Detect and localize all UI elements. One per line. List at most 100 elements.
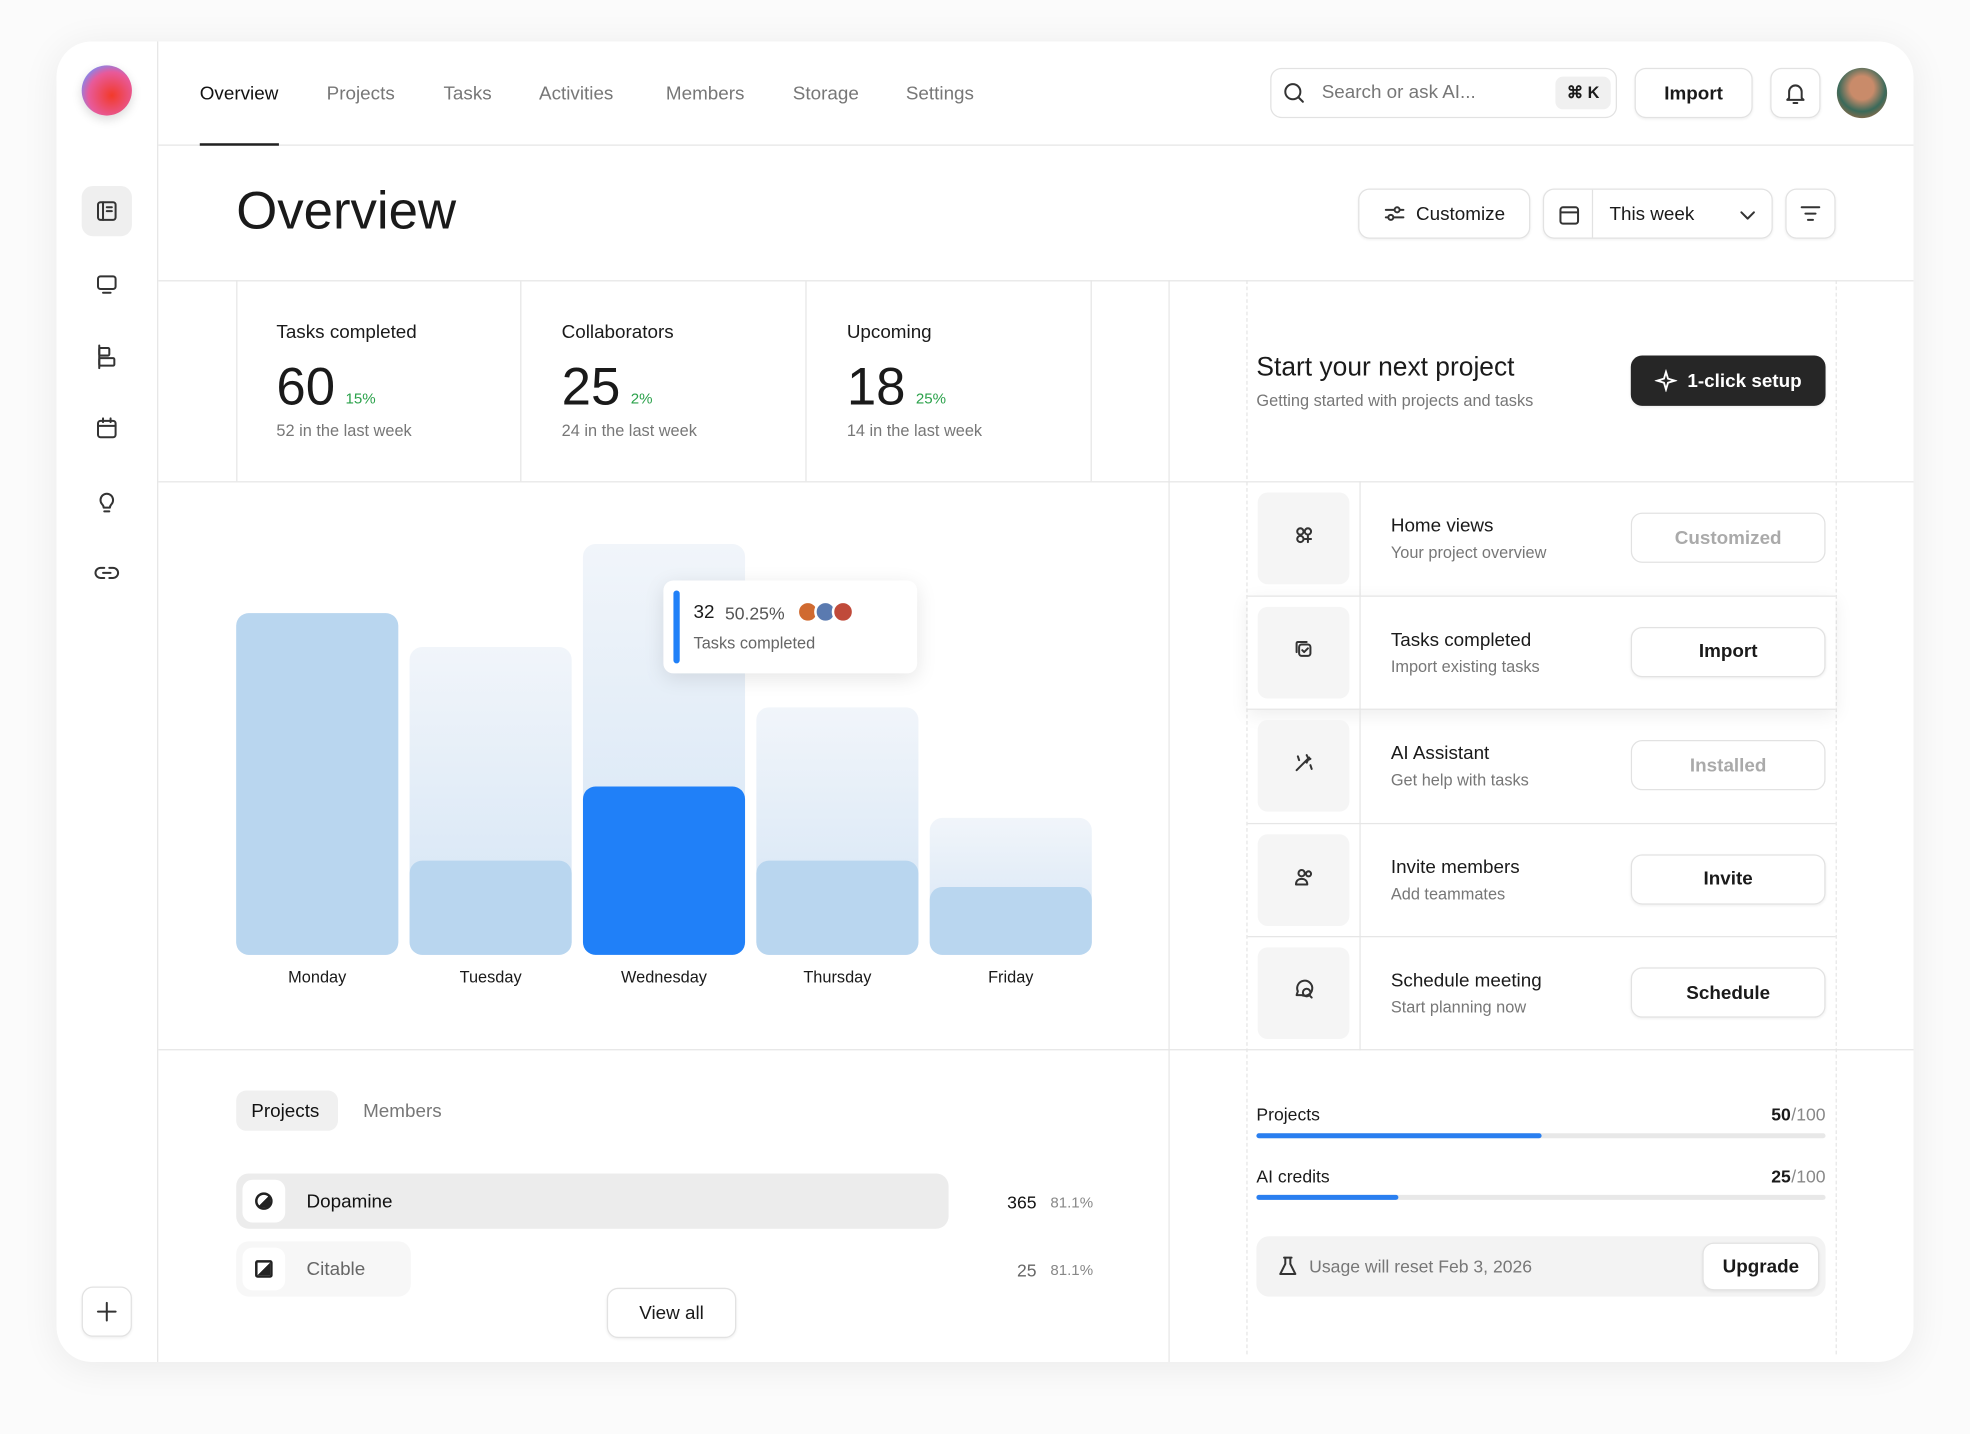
project-name: Citable: [306, 1258, 366, 1281]
section-divider: [158, 280, 1914, 282]
stat-value: 60: [276, 356, 336, 416]
nav-tab[interactable]: Projects: [326, 82, 395, 105]
stat-label: Collaborators: [561, 321, 674, 343]
tab-pill: [236, 1090, 338, 1131]
item-title: Invite members: [1390, 856, 1520, 878]
search-shortcut: ⌘ K: [1555, 76, 1611, 110]
value-bar[interactable]: [236, 612, 399, 955]
icon-graphic: [1295, 527, 1312, 544]
item-icon: [1257, 606, 1350, 698]
nav-tab[interactable]: Overview: [199, 82, 279, 105]
icon: [1292, 751, 1315, 780]
item-subtitle: Add teammates: [1390, 883, 1506, 903]
stat-label: Upcoming: [846, 321, 932, 343]
stat-note: 14 in the last week: [846, 420, 983, 440]
item-action: Installed: [1630, 740, 1826, 791]
item-action[interactable]: Invite: [1630, 853, 1826, 904]
item-title: Tasks completed: [1390, 628, 1532, 651]
icon-column-divider: [1359, 822, 1361, 937]
row-divider: [1247, 594, 1836, 597]
usage-limit: /100: [1791, 1104, 1826, 1125]
nav-tab[interactable]: Settings: [905, 82, 974, 105]
icon-column-divider: [1359, 594, 1361, 710]
project-icon: [242, 1179, 286, 1223]
avatar[interactable]: [1836, 67, 1888, 119]
search-box[interactable]: [1270, 67, 1617, 119]
stat-label: Tasks completed: [276, 321, 417, 343]
setup-title: Start your next project: [1256, 353, 1515, 382]
value-bar[interactable]: [756, 860, 919, 955]
category-label: Thursday: [803, 967, 872, 987]
row-divider: [1247, 708, 1836, 710]
search-icon: [1284, 83, 1304, 103]
item-action[interactable]: Schedule: [1630, 967, 1826, 1018]
project-share: 81.1%: [1050, 1261, 1094, 1280]
row-divider: [1247, 936, 1836, 938]
icon: [1292, 524, 1315, 553]
chevron-icon: [1740, 211, 1755, 220]
project-count: 25: [1016, 1260, 1037, 1281]
value-bar[interactable]: [409, 860, 572, 955]
icon-graphic: [1294, 640, 1311, 657]
section-divider: [158, 1049, 1914, 1051]
sliders-icon: [1384, 206, 1405, 221]
notifications-button[interactable]: [1770, 67, 1821, 119]
value-bar[interactable]: [929, 886, 1092, 955]
sidebar-divider: [157, 41, 159, 1362]
view-all-button[interactable]: View all: [606, 1287, 737, 1339]
stat-change: 25%: [915, 389, 947, 408]
add-button[interactable]: [81, 1286, 132, 1337]
row-divider: [1247, 822, 1836, 824]
reset-note: Usage will reset Feb 3, 2026: [1309, 1256, 1533, 1277]
icon-graphic: [1294, 868, 1312, 885]
item-icon: [1257, 947, 1350, 1040]
date-range-button[interactable]: This week: [1542, 188, 1773, 239]
stat-note: 52 in the last week: [276, 420, 412, 440]
stat-change: 2%: [630, 389, 653, 408]
item-action[interactable]: Import: [1630, 626, 1826, 677]
tooltip-avatar: [831, 600, 855, 624]
nav-tab-indicator: [199, 143, 279, 146]
list-tab[interactable]: Members: [363, 1100, 442, 1122]
sidebar-icons: [94, 201, 120, 579]
setup-button[interactable]: 1-click setup: [1630, 355, 1826, 406]
icon-column-divider: [1359, 936, 1361, 1051]
plus-icon: [96, 1301, 117, 1322]
icon-graphic: [1294, 979, 1313, 999]
usage-fill: [1256, 1194, 1399, 1200]
list-tab[interactable]: Projects: [251, 1100, 320, 1122]
search-placeholder: Search or ask AI...: [1321, 81, 1476, 104]
usage-track: [1256, 1133, 1826, 1139]
item-title: AI Assistant: [1390, 742, 1490, 764]
category-label: Friday: [988, 967, 1034, 987]
nav-tab[interactable]: Storage: [792, 82, 859, 105]
category-label: Monday: [288, 967, 347, 987]
import-button[interactable]: Import: [1634, 67, 1753, 119]
filter-icon: [1800, 206, 1821, 221]
item-title: Home views: [1390, 515, 1494, 537]
nav-tab[interactable]: Members: [665, 82, 745, 105]
item-subtitle: Start planning now: [1390, 997, 1527, 1017]
usage-label: Projects: [1256, 1104, 1320, 1125]
value-bar[interactable]: [582, 786, 746, 955]
logo[interactable]: [81, 65, 132, 116]
nav-tab[interactable]: Tasks: [443, 82, 492, 105]
upgrade-button[interactable]: Upgrade: [1702, 1242, 1820, 1291]
nav-tab[interactable]: Activities: [538, 82, 614, 105]
category-label: Wednesday: [621, 967, 707, 987]
project-icon: [242, 1247, 286, 1291]
usage-fill: [1256, 1133, 1541, 1139]
items-frame: [1246, 280, 1837, 1355]
usage-used: 50: [1771, 1104, 1791, 1125]
bell-icon: [1786, 84, 1805, 105]
date-divider: [1591, 189, 1594, 238]
filter-button[interactable]: [1785, 188, 1836, 239]
tooltip: 32 50.25% Tasks completed: [663, 580, 918, 674]
stats-frame: [236, 280, 1092, 482]
item-action: Customized: [1630, 512, 1826, 563]
customize-button[interactable]: Customize: [1358, 188, 1531, 239]
project-row[interactable]: [236, 1173, 949, 1229]
item-subtitle: Get help with tasks: [1390, 770, 1529, 790]
